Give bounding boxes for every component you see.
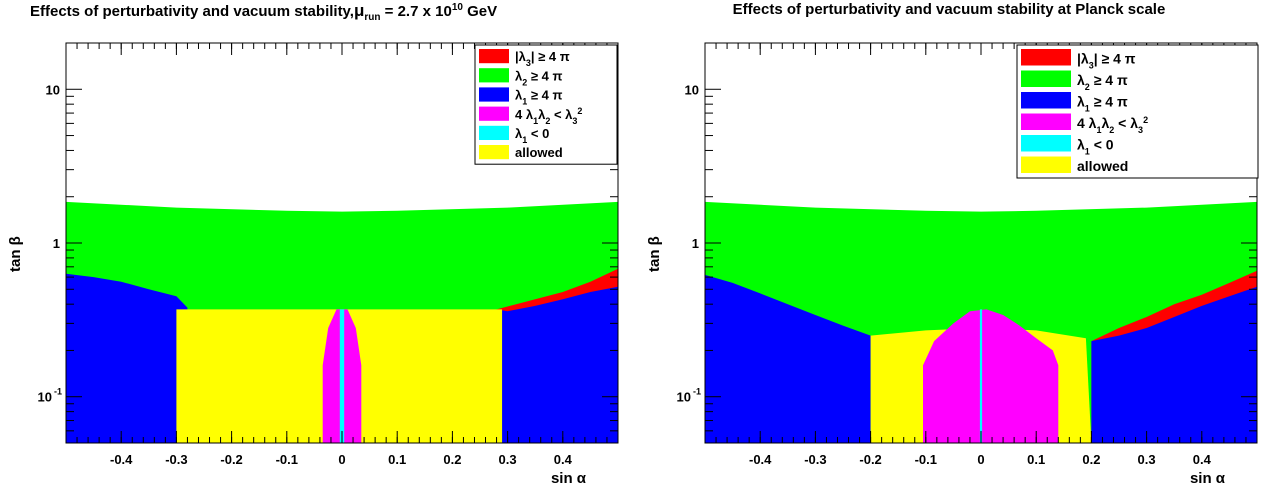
legend-swatch: [479, 106, 509, 121]
x-tick-label: 0.4: [1193, 452, 1212, 467]
legend-label: |λ3| ≥ 4 π: [1077, 51, 1136, 71]
x-axis-title: sin α: [1190, 470, 1226, 487]
x-tick-label: 0.1: [388, 452, 406, 467]
legend-label: |λ3| ≥ 4 π: [515, 49, 570, 68]
legend-label: λ2 ≥ 4 π: [515, 68, 562, 87]
region-lambda1-right: [1091, 286, 1257, 443]
legend-swatch: [479, 87, 509, 102]
right-chart-panel: Effects of perturbativity and vacuum sta…: [639, 0, 1279, 493]
x-tick-label: 0.3: [499, 452, 517, 467]
legend-swatch: [1021, 135, 1071, 152]
left-chart-title: Effects of perturbativity and vacuum sta…: [30, 1, 498, 23]
legend-swatch: [1021, 49, 1071, 66]
y-axis-title: tan β: [646, 236, 663, 272]
legend-swatch: [1021, 156, 1071, 173]
x-tick-label: -0.2: [859, 452, 881, 467]
x-tick-label: 0.2: [1082, 452, 1100, 467]
y-tick-label: 10: [46, 82, 60, 97]
legend-swatch: [479, 145, 509, 160]
y-tick-label: 10: [38, 390, 52, 405]
legend-box: [1016, 44, 1259, 179]
legend-label: λ1 ≥ 4 π: [1077, 94, 1128, 114]
region-lambda1-right: [496, 286, 618, 443]
legend-swatch: [479, 68, 509, 83]
y-axis-title: tan β: [7, 236, 24, 272]
x-tick-label: -0.1: [276, 452, 298, 467]
x-tick-label: 0.4: [554, 452, 573, 467]
x-tick-label: 0.3: [1138, 452, 1156, 467]
y-tick-label: 10: [685, 82, 699, 97]
y-tick-label-exponent: -1: [54, 387, 62, 397]
region-lambda1-negative: [979, 309, 983, 443]
x-tick-label: -0.4: [110, 452, 133, 467]
y-tick-label: 1: [53, 236, 60, 251]
plot-area: [66, 201, 618, 443]
x-tick-label: -0.1: [915, 452, 937, 467]
x-tick-label: 0: [338, 452, 345, 467]
x-tick-label: -0.3: [804, 452, 826, 467]
y-tick-label-exponent: -1: [693, 387, 701, 397]
left-chart-panel: Effects of perturbativity and vacuum sta…: [7, 1, 619, 487]
legend-box: [474, 44, 618, 165]
x-tick-label: 0.1: [1027, 452, 1045, 467]
right-chart-title: Effects of perturbativity and vacuum sta…: [732, 1, 1166, 18]
legend-swatch: [1021, 70, 1071, 87]
region-lambda-product: [923, 309, 1059, 443]
legend-label: allowed: [1077, 158, 1128, 174]
legend-swatch: [479, 49, 509, 64]
x-tick-label: -0.3: [165, 452, 187, 467]
legend-swatch: [1021, 113, 1071, 130]
x-tick-label: -0.2: [220, 452, 242, 467]
legend-label: allowed: [515, 145, 563, 160]
legend-label: λ2 ≥ 4 π: [1077, 72, 1128, 92]
legend-label: λ1 < 0: [515, 126, 549, 145]
legend-label: λ1 < 0: [1077, 137, 1114, 157]
plot-area: [705, 201, 1257, 443]
region-lambda1-left: [66, 273, 188, 443]
region-lambda1-left: [705, 274, 871, 443]
legend-swatch: [1021, 92, 1071, 109]
legend-label: 4 λ1λ2 < λ32: [1077, 115, 1148, 135]
x-axis-title: sin α: [551, 470, 587, 487]
x-tick-label: -0.4: [749, 452, 772, 467]
x-tick-label: 0: [977, 452, 984, 467]
legend-label: λ1 ≥ 4 π: [515, 88, 562, 107]
legend-label: 4 λ1λ2 < λ32: [515, 106, 582, 126]
y-tick-label: 1: [692, 236, 699, 251]
region-lambda1-negative: [339, 309, 345, 443]
x-tick-label: 0.2: [443, 452, 461, 467]
y-tick-label: 10: [677, 390, 691, 405]
legend-swatch: [479, 125, 509, 140]
